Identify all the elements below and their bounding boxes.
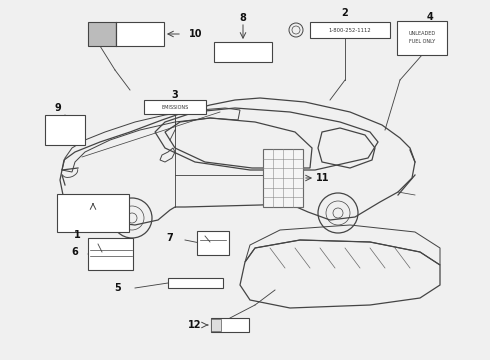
Text: EMISSIONS: EMISSIONS (161, 104, 189, 109)
Bar (263, 149, 303, 207)
Bar (144, 100, 206, 114)
Text: 3: 3 (172, 90, 178, 100)
Bar (397, 21, 447, 55)
Bar (116, 22, 164, 46)
Text: 7: 7 (167, 233, 173, 243)
Text: 1: 1 (74, 230, 80, 240)
Text: 11: 11 (316, 173, 330, 183)
Bar (88, 22, 116, 46)
Bar (211, 318, 249, 332)
Bar (88, 238, 132, 270)
Bar (45, 115, 85, 145)
Text: 5: 5 (115, 283, 122, 293)
Text: 8: 8 (240, 13, 246, 23)
Text: 4: 4 (427, 12, 433, 22)
Text: 6: 6 (72, 247, 78, 257)
Bar (310, 22, 390, 38)
Text: 1-800-252-1112: 1-800-252-1112 (329, 27, 371, 32)
Bar (197, 231, 229, 255)
Bar (211, 319, 221, 331)
Text: FUEL ONLY: FUEL ONLY (409, 39, 435, 44)
Text: 12: 12 (188, 320, 202, 330)
Text: UNLEADED: UNLEADED (409, 31, 436, 36)
Bar (168, 278, 222, 288)
Bar (214, 42, 272, 62)
Bar (57, 194, 129, 232)
Text: 2: 2 (342, 8, 348, 18)
Text: 10: 10 (189, 29, 203, 39)
Text: 9: 9 (54, 103, 61, 113)
